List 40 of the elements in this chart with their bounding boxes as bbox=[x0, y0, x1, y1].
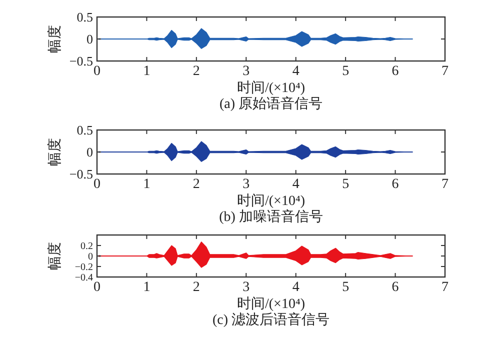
x-axis-title: 时间/(×10⁴) bbox=[237, 296, 306, 312]
x-tick-label: 3 bbox=[242, 280, 250, 295]
x-tick-label: 2 bbox=[192, 280, 200, 295]
x-tick-label: 5 bbox=[342, 177, 350, 192]
x-tick-label: 6 bbox=[392, 64, 399, 79]
x-tick-label: 7 bbox=[442, 177, 448, 192]
x-tick-label: 4 bbox=[292, 177, 300, 192]
x-tick-label: 4 bbox=[292, 64, 300, 79]
y-tick-label: 0 bbox=[86, 144, 93, 160]
y-tick-label: 0 bbox=[88, 252, 93, 262]
y-axis-title: 幅度 bbox=[47, 242, 64, 270]
x-tick-label: 5 bbox=[342, 280, 350, 295]
y-axis-title: 幅度 bbox=[47, 25, 64, 53]
x-tick-label: 1 bbox=[143, 280, 150, 295]
y-tick-label: 0.5 bbox=[76, 122, 93, 138]
x-tick-label: 7 bbox=[442, 64, 448, 79]
y-tick-label: −0.5 bbox=[69, 166, 93, 182]
x-tick-label: 7 bbox=[442, 280, 448, 295]
y-tick-label: −0.2 bbox=[74, 262, 93, 273]
y-axis-title: 幅度 bbox=[47, 138, 64, 166]
y-tick-label: 0 bbox=[86, 32, 93, 47]
y-tick-label: −0.5 bbox=[69, 54, 93, 69]
x-tick-label: 2 bbox=[192, 177, 200, 192]
x-tick-label: 6 bbox=[392, 280, 399, 295]
x-tick-label: 4 bbox=[292, 280, 300, 295]
text: (b) 加噪语音信号 bbox=[219, 209, 323, 225]
x-tick-label: 1 bbox=[143, 177, 150, 192]
x-tick-label: 6 bbox=[392, 177, 399, 192]
x-tick-label: 5 bbox=[342, 64, 350, 79]
x-tick-label: 3 bbox=[242, 177, 250, 192]
y-tick-label: 0.5 bbox=[76, 10, 93, 25]
x-tick-label: 3 bbox=[242, 64, 250, 79]
x-axis-title: 时间/(×10⁴) bbox=[237, 80, 306, 96]
x-tick-label: 2 bbox=[192, 64, 200, 79]
y-tick-label: −0.4 bbox=[74, 272, 93, 284]
x-axis-title: 时间/(×10⁴) bbox=[237, 193, 306, 209]
x-tick-label: 1 bbox=[143, 64, 150, 79]
text: (a) 原始语音信号 bbox=[219, 96, 323, 112]
y-tick-label: 0.2 bbox=[80, 241, 93, 252]
text: (c) 滤波后语音信号 bbox=[212, 312, 330, 328]
